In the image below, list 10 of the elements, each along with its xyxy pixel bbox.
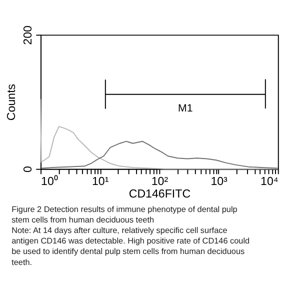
- x-tick-label: 10³: [210, 176, 228, 188]
- y-axis-title: Counts: [6, 84, 18, 121]
- x-tick-label: 10¹: [92, 176, 109, 188]
- y-tick-label: 0: [22, 166, 34, 173]
- y-tick-label: 200: [22, 26, 34, 45]
- annotation: M1: [178, 102, 193, 114]
- x-tick-label: 10⁴: [260, 176, 278, 188]
- x-tick-label: 10²: [151, 176, 168, 188]
- x-axis-title: CD146FITC: [128, 188, 191, 200]
- x-tick-label: 10⁰: [41, 174, 58, 188]
